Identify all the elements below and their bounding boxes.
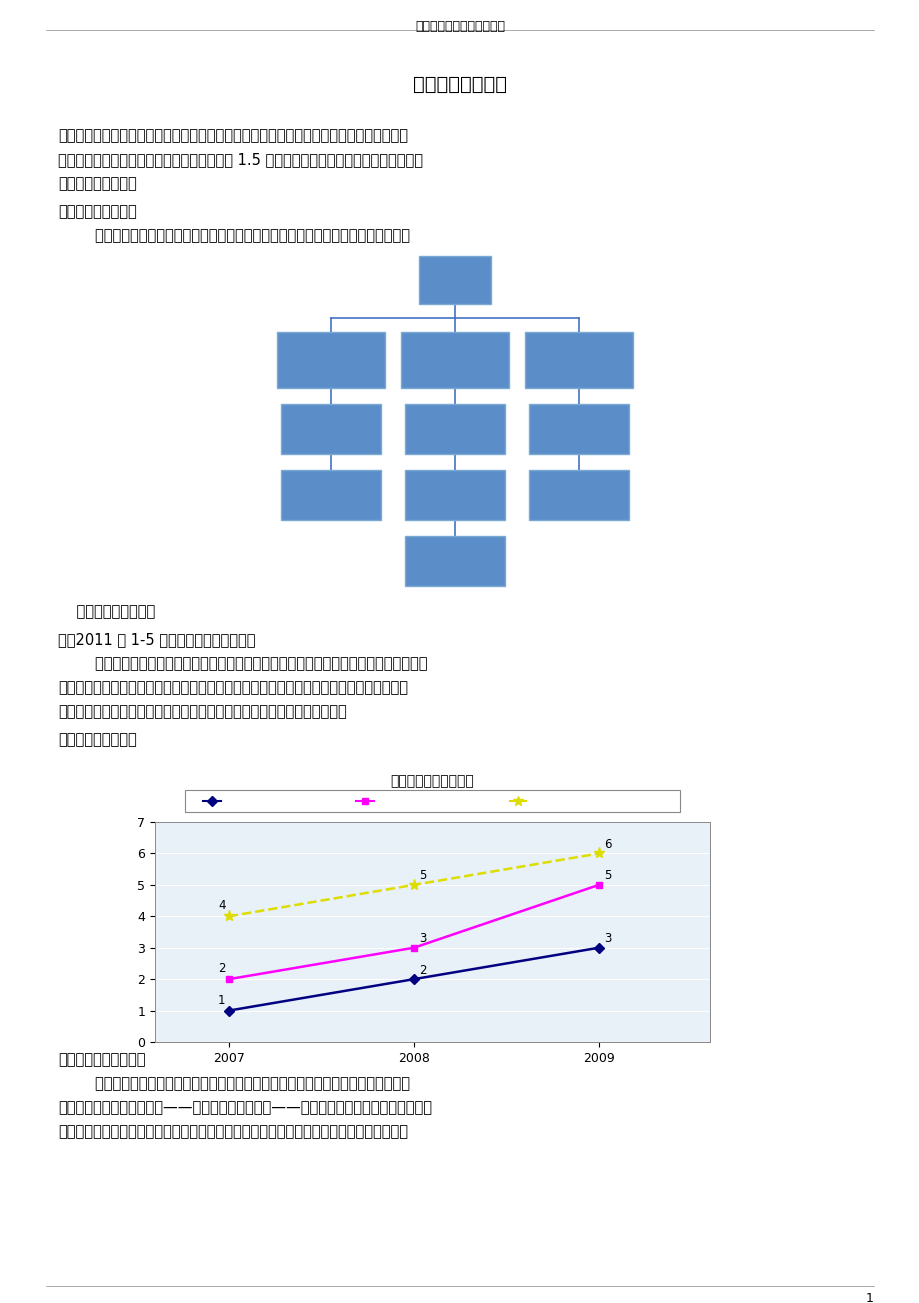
Text: 蓝色字体部分删除。: 蓝色字体部分删除。 <box>58 176 137 192</box>
Text: 3: 3 <box>419 932 426 945</box>
Bar <box>528 470 629 520</box>
万元人工成本净利润 <box>408 939 419 955</box>
Text: 三、人力资源结构解析: 三、人力资源结构解析 <box>58 1052 145 1067</box>
Text: 时间段内人力资源结构的变化进行解析，也许优选较重要的种类如管理类、产品类人员进行: 时间段内人力资源结构的变化进行解析，也许优选较重要的种类如管理类、产品类人员进行 <box>58 1124 407 1139</box>
万元人工成本净利润 <box>223 971 234 986</box>
Text: 人力资源解析报告: 人力资源解析报告 <box>413 76 506 94</box>
Text: 3: 3 <box>604 932 611 945</box>
Line: 万元人工成本净利润: 万元人工成本净利润 <box>225 881 602 982</box>
Text: 万元人工成本净利润: 万元人工成本净利润 <box>378 796 440 809</box>
Bar <box>185 790 679 812</box>
Text: 人力资源效率指标主要是指人均净利润、万元人工成本净利润、人均销售收入，该指标: 人力资源效率指标主要是指人均净利润、万元人工成本净利润、人均销售收入，该指标 <box>58 655 427 671</box>
Text: 5: 5 <box>419 869 426 882</box>
Text: 二、2011 年 1-5 月人力资源效率指标解析: 二、2011 年 1-5 月人力资源效率指标解析 <box>58 632 255 648</box>
Text: 2: 2 <box>218 962 225 975</box>
Text: 不限制，可采用多种图表格式进行。全文请用 1.5 倍行距编写。解析报告完成后请将红色及: 不限制，可采用多种图表格式进行。全文请用 1.5 倍行距编写。解析报告完成后请将… <box>58 152 423 167</box>
Line: 人均销售收入: 人均销售收入 <box>223 848 604 921</box>
Text: 以解析年度目标值完成情况。目标值以净利润双定目标除以年初人数确定。: 以解析年度目标值完成情况。目标值以净利润双定目标除以年初人数确定。 <box>58 704 346 719</box>
人均销售收入 <box>593 846 604 861</box>
Bar <box>418 255 491 304</box>
Text: 5: 5 <box>604 869 611 882</box>
Text: 人均净利润: 人均净利润 <box>225 796 260 809</box>
Text: 4: 4 <box>218 899 225 912</box>
Text: 人力资源解析报告模板范文: 人力资源解析报告模板范文 <box>414 20 505 33</box>
Text: 1: 1 <box>865 1293 873 1303</box>
Bar <box>528 404 629 453</box>
Bar <box>280 404 380 453</box>
Text: 解析：（宋体五号）: 解析：（宋体五号） <box>58 605 155 619</box>
Text: 2: 2 <box>419 964 426 976</box>
Text: 可以与历史数据比较进行解析，也可以在企业内部与其他单位进行比较解析。人均净利润可: 可以与历史数据比较进行解析，也可以在企业内部与其他单位进行比较解析。人均净利润可 <box>58 680 407 694</box>
Bar <box>404 536 505 586</box>
Text: 人工效率指标完成情况: 人工效率指标完成情况 <box>391 774 474 788</box>
Text: 说明：本模板摆列了大体解析方向，第二部分所供应的表格仅供作图时参照，详尽表现形式: 说明：本模板摆列了大体解析方向，第二部分所供应的表格仅供作图时参照，详尽表现形式 <box>58 128 407 143</box>
人均净利润 <box>593 939 604 955</box>
Bar <box>401 332 508 388</box>
Bar <box>404 470 505 520</box>
Bar <box>280 470 380 520</box>
人均销售收入 <box>408 877 419 893</box>
Bar <box>404 404 505 453</box>
Text: 解析时可对进行组合如岗位——学历结构解析，岗位——年龄结构解析等，还可考虑对必然: 解析时可对进行组合如岗位——学历结构解析，岗位——年龄结构解析等，还可考虑对必然 <box>58 1100 432 1115</box>
Text: 6: 6 <box>604 838 611 851</box>
万元人工成本净利润 <box>593 877 604 893</box>
人均净利润 <box>223 1003 234 1019</box>
Text: 人力资源结构主要包括岗位结构、年龄结构、学历结构、工龄结构、职称结构等，: 人力资源结构主要包括岗位结构、年龄结构、学历结构、工龄结构、职称结构等， <box>58 1076 410 1091</box>
Line: 人均净利润: 人均净利润 <box>225 945 602 1014</box>
Bar <box>525 332 632 388</box>
Text: 例图（仅供参照）：: 例图（仅供参照）： <box>58 732 137 747</box>
Bar <box>277 332 384 388</box>
人均净利润 <box>408 971 419 986</box>
Text: 1: 1 <box>218 994 225 1007</box>
Text: 人均销售收入: 人均销售收入 <box>530 796 573 809</box>
人均销售收入 <box>223 908 234 924</box>
Text: 描述企业现有的组织结构设置，如有调整，反响出组织结构调整过程并简述原因。: 描述企业现有的组织结构设置，如有调整，反响出组织结构调整过程并简述原因。 <box>58 228 410 242</box>
Text: 一、企业组织结构图: 一、企业组织结构图 <box>58 205 137 219</box>
